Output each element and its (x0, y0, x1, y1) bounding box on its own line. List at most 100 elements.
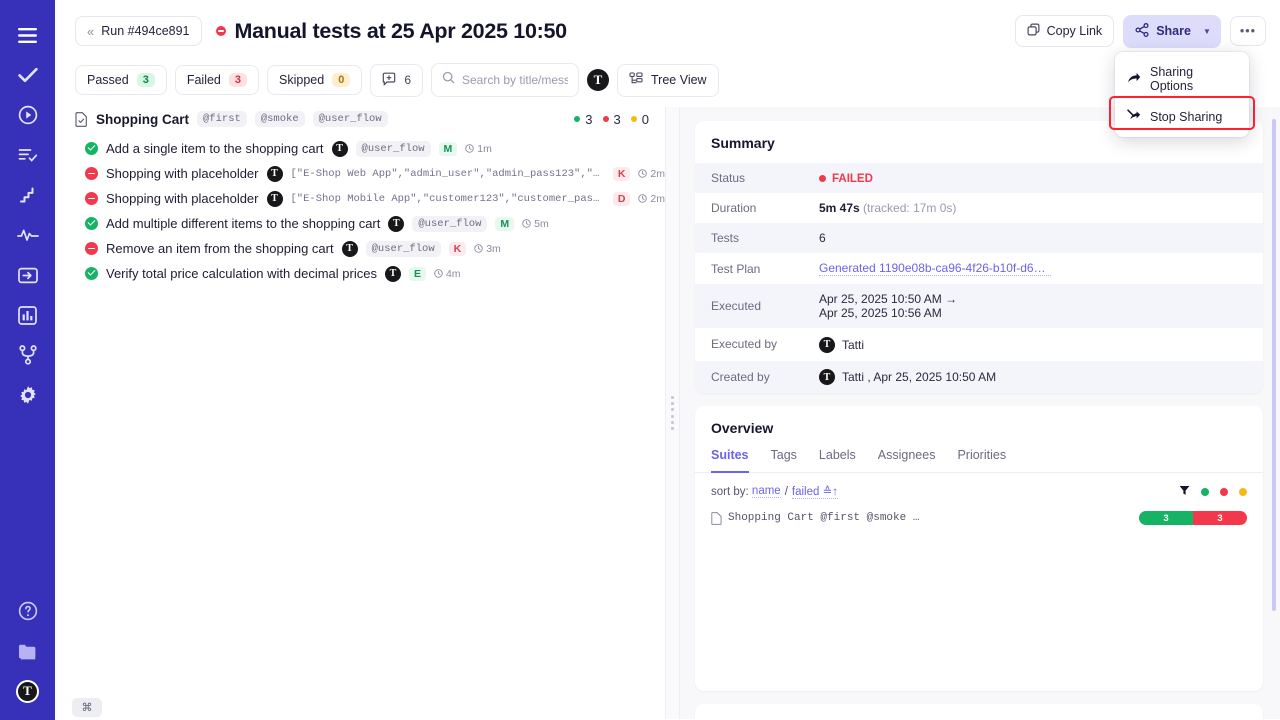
pane-splitter-handle[interactable] (665, 107, 680, 719)
legend-passed-dot-icon[interactable] (1201, 487, 1209, 496)
tab-suites[interactable]: Suites (711, 448, 749, 473)
suite-header-row[interactable]: Shopping Cart @first @smoke @user_flow 3… (75, 107, 665, 136)
executed-from: Apr 25, 2025 10:50 AM → (819, 292, 958, 306)
settings-gear-icon[interactable] (9, 376, 47, 414)
test-assignee-avatar: T (384, 265, 401, 282)
grip-dots-icon (671, 396, 674, 430)
activity-icon[interactable] (9, 216, 47, 254)
run-back-chip[interactable]: « Run #494ce891 (75, 16, 202, 46)
details-scrollbar[interactable] (1272, 119, 1276, 611)
filter-toolbar: Passed 3 Failed 3 Skipped 0 6 (55, 62, 1280, 98)
legend-failed-dot-icon[interactable] (1220, 487, 1228, 496)
runs-play-icon[interactable] (9, 96, 47, 134)
tree-view-label: Tree View (651, 73, 707, 87)
test-row[interactable]: Add multiple different items to the shop… (75, 211, 665, 236)
test-priority-badge: M (495, 216, 515, 231)
menu-item-sharing-options[interactable]: Sharing Options (1115, 57, 1249, 101)
summary-row-duration: Duration 5m 47s (tracked: 17m 0s) (695, 193, 1263, 223)
test-row[interactable]: Shopping with placeholder T ["E-Shop Mob… (75, 186, 665, 211)
filter-passed[interactable]: Passed 3 (75, 65, 167, 95)
suite-title: Shopping Cart (96, 111, 189, 127)
filter-failed-label: Failed (186, 73, 221, 87)
executed-by-avatar: T (819, 336, 835, 353)
tree-view-button[interactable]: Tree View (617, 63, 719, 97)
test-plans-icon[interactable] (9, 136, 47, 174)
user-avatar[interactable]: T (9, 672, 47, 710)
tab-labels[interactable]: Labels (818, 448, 856, 462)
filter-failed-count: 3 (228, 73, 247, 87)
summary-row-status: Status FAILED (695, 163, 1263, 193)
sort-by-name-link[interactable]: name (751, 485, 781, 498)
test-row[interactable]: Shopping with placeholder T ["E-Shop Web… (75, 161, 665, 186)
steps-icon[interactable] (9, 176, 47, 214)
help-icon[interactable] (9, 592, 47, 630)
test-title: Add multiple different items to the shop… (106, 216, 381, 231)
clock-icon (465, 144, 475, 153)
test-row[interactable]: Remove an item from the shopping cart T … (75, 236, 665, 261)
clock-icon (434, 269, 443, 278)
tab-priorities[interactable]: Priorities (957, 448, 1007, 462)
avatar-initial: T (16, 679, 39, 703)
test-duration: 4m (434, 268, 461, 280)
duration-value: 5m 47s (819, 201, 860, 215)
filter-funnel-icon[interactable] (1179, 485, 1190, 499)
summary-key: Status (711, 171, 746, 185)
search-box[interactable] (431, 63, 579, 97)
duration-tracked: (tracked: 17m 0s) (863, 201, 957, 215)
sort-by-failed-link[interactable]: failed ≙↑ (791, 484, 838, 499)
branches-icon[interactable] (9, 336, 47, 374)
sort-failed-label: failed (791, 486, 820, 498)
test-tag: @user_flow (412, 215, 488, 232)
tests-check-icon[interactable] (9, 56, 47, 94)
test-row[interactable]: Verify total price calculation with deci… (75, 261, 665, 286)
filter-skipped-count: 0 (332, 73, 351, 87)
test-duration-value: 1m (477, 142, 492, 155)
summary-value: Apr 25, 2025 10:50 AM → Apr 25, 2025 10:… (803, 284, 1263, 328)
test-row[interactable]: Add a single item to the shopping cart T… (75, 136, 665, 161)
failed-count-value: 3 (613, 111, 621, 127)
legend-skipped-dot-icon[interactable] (1239, 487, 1247, 496)
tab-tags[interactable]: Tags (770, 448, 797, 462)
test-list-pane: Shopping Cart @first @smoke @user_flow 3… (55, 107, 665, 719)
filter-skipped[interactable]: Skipped 0 (267, 65, 363, 95)
comments-filter[interactable]: 6 (370, 63, 423, 97)
overview-suite-name: Shopping Cart @first @smoke … (728, 512, 920, 524)
page-header: « Run #494ce891 Manual tests at 25 Apr 2… (55, 0, 1280, 62)
skipped-count-value: 0 (641, 111, 649, 127)
sort-direction-icon: ≙↑ (822, 486, 838, 498)
summary-key: Duration (711, 201, 757, 215)
test-plan-link[interactable]: Generated 1190e08b-ca96-4f26-b10f-d6dc… (819, 261, 1051, 276)
import-icon[interactable] (9, 256, 47, 294)
header-actions: Copy Link Share ▼ ••• (1014, 14, 1266, 48)
test-duration-value: 3m (486, 242, 501, 255)
test-priority-badge: K (612, 166, 631, 181)
test-status-pass-icon (85, 142, 98, 155)
filter-failed[interactable]: Failed 3 (174, 65, 259, 95)
search-input[interactable] (462, 73, 568, 87)
custom-statuses-card: Custom Statuses sort by: name / failed ≙… (695, 704, 1263, 719)
folder-icon[interactable] (9, 632, 47, 670)
reports-chart-icon[interactable] (9, 296, 47, 334)
more-options-button[interactable]: ••• (1229, 16, 1266, 46)
summary-title: Summary (711, 135, 775, 151)
copy-link-button[interactable]: Copy Link (1014, 15, 1115, 47)
test-assignee-avatar: T (341, 240, 358, 257)
test-priority-badge: M (438, 141, 458, 156)
share-button[interactable]: Share ▼ (1123, 14, 1221, 48)
test-tag: @user_flow (355, 140, 431, 157)
overview-tabs: Suites Tags Labels Assignees Priorities (695, 448, 1263, 473)
comment-add-icon (382, 72, 396, 89)
overview-suite-row[interactable]: Shopping Cart @first @smoke … 3 3 (695, 507, 1263, 539)
suite-tag-2: @user_flow (312, 111, 388, 127)
summary-value: T Tatti (803, 328, 1263, 361)
executed-by-person: T Tatti (819, 336, 864, 353)
toolbar-avatar[interactable]: T (587, 69, 609, 91)
keyboard-shortcut-badge[interactable]: ⌘ (72, 698, 102, 717)
test-title: Shopping with placeholder (106, 166, 259, 181)
menu-item-stop-sharing[interactable]: Stop Sharing (1115, 101, 1249, 132)
tab-assignees[interactable]: Assignees (877, 448, 936, 462)
comments-count: 6 (404, 73, 411, 87)
test-duration-value: 2m (650, 192, 665, 205)
menu-icon[interactable] (9, 16, 47, 54)
